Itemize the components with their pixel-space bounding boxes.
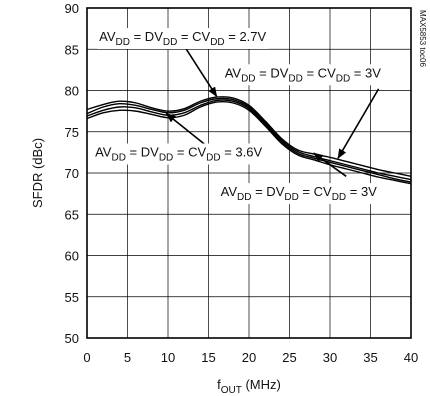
y-tick-label: 55 [65, 290, 79, 305]
x-tick-label: 5 [124, 350, 131, 365]
x-tick-label: 20 [242, 350, 256, 365]
x-tick-label: 10 [161, 350, 175, 365]
x-tick-label: 35 [363, 350, 377, 365]
series-group [86, 96, 412, 185]
y-tick-label: 70 [65, 166, 79, 181]
series-line-3 [86, 99, 412, 183]
y-tick-label: 50 [65, 331, 79, 346]
x-tick-label: 25 [282, 350, 296, 365]
series-line-1 [86, 96, 412, 177]
series-line-2 [86, 97, 412, 181]
annotation-label-bg [222, 64, 384, 86]
x-tick-label: 40 [404, 350, 418, 365]
y-tick-label: 65 [65, 207, 79, 222]
y-axis-label: SFDR (dBc) [30, 138, 45, 208]
annotation-arrow-1 [183, 45, 218, 98]
annotations-group: AVDD = DVDD = CVDD = 2.7V AVDD = DVDD = C… [93, 28, 384, 205]
annotation-arrow-4 [312, 152, 347, 177]
annotation-arrow-2 [337, 88, 380, 160]
y-tick-label: 85 [65, 42, 79, 57]
plot-frame [86, 7, 412, 339]
annotation-label-3: AVDD = DVDD = CVDD = 3.6V [95, 145, 262, 164]
annotation-label-4: AVDD = DVDD = CVDD = 3V [221, 184, 378, 203]
corner-tag: MAX5853 toc06 [418, 10, 427, 67]
annotation-label-1: AVDD = DVDD = CVDD = 2.7V [99, 29, 266, 48]
y-tick-label: 75 [65, 125, 79, 140]
y-tick-label: 60 [65, 249, 79, 264]
tick-labels: 0 5 10 15 20 25 30 35 40 50 55 60 65 70 75 80 85 90 [65, 1, 419, 365]
x-tick-label: 15 [201, 350, 215, 365]
x-tick-label: 30 [323, 350, 337, 365]
y-tick-label: 80 [65, 84, 79, 99]
annotation-arrow-3 [165, 112, 205, 145]
y-tick-label: 90 [65, 1, 79, 16]
series-line-4 [86, 100, 412, 185]
annotation-label-bg [97, 28, 269, 49]
x-tick-label: 0 [83, 350, 90, 365]
annotation-label-bg [218, 183, 380, 205]
annotation-label-2: AVDD = DVDD = CVDD = 3V [225, 65, 382, 84]
x-axis-label: fOUT (MHz) [217, 377, 281, 396]
annotation-label-bg [93, 143, 265, 165]
